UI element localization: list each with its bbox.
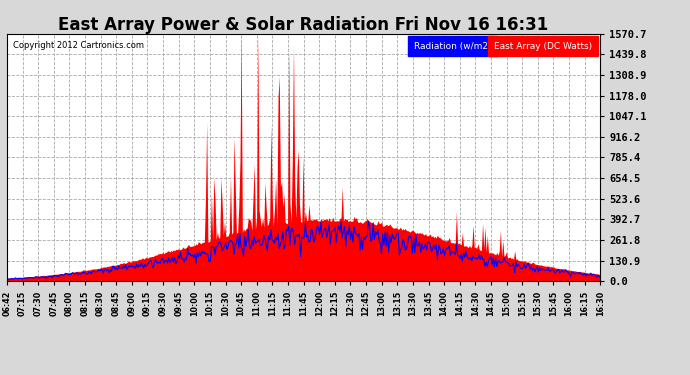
Title: East Array Power & Solar Radiation Fri Nov 16 16:31: East Array Power & Solar Radiation Fri N… — [59, 16, 549, 34]
Legend: Radiation (w/m2), East Array (DC Watts): Radiation (w/m2), East Array (DC Watts) — [411, 38, 595, 54]
Text: Copyright 2012 Cartronics.com: Copyright 2012 Cartronics.com — [13, 41, 144, 50]
